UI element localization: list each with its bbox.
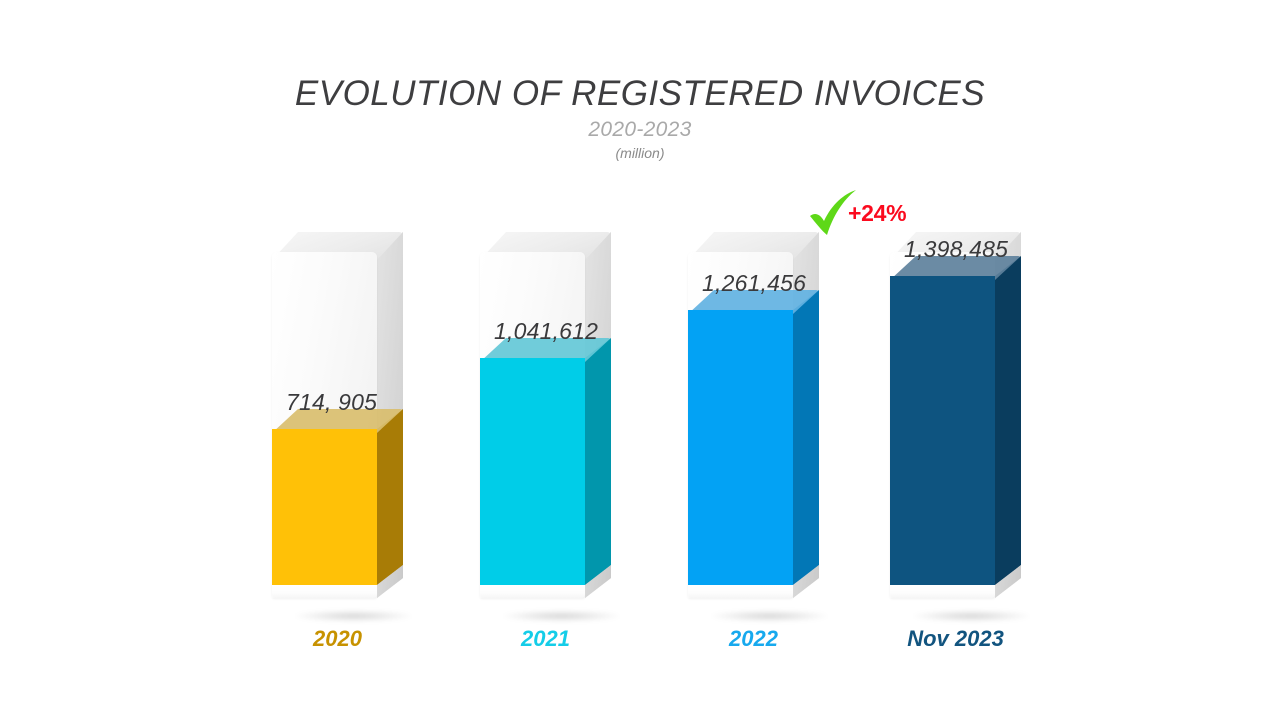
category-label-2021: 2021 (521, 626, 570, 651)
category-label-2022: 2022 (729, 626, 778, 651)
bar-value-label: 714, 905 (286, 389, 378, 415)
bar-fill-side-face (585, 338, 611, 585)
bar-fill (272, 0, 403, 720)
unit-label: (million) (615, 145, 665, 161)
bar-fill (688, 0, 819, 720)
bar-2021[interactable] (480, 0, 621, 720)
bar-2020[interactable] (272, 0, 413, 720)
pedestal-side-face (995, 565, 1021, 598)
bar-fill-front-face (480, 358, 585, 585)
bar-fill-side-face (377, 409, 403, 585)
bar-pedestal (890, 0, 1021, 720)
pedestal-front-face (688, 585, 793, 598)
bar-ground-shadow (710, 610, 829, 622)
bar-pedestal (688, 0, 819, 720)
bar-fill-side-face (995, 256, 1021, 585)
bar-value-label: 1,041,612 (494, 318, 599, 344)
pedestal-front-face (272, 585, 377, 598)
bar-2022[interactable] (688, 0, 829, 720)
green-check-icon (810, 190, 856, 235)
bar-fill (480, 0, 611, 720)
bar-fill-front-face (272, 429, 377, 585)
bar-value-label: 1,398,485 (904, 236, 1009, 262)
bar-ground-shadow (502, 610, 621, 622)
bar-ground-shadow (294, 610, 413, 622)
bar-value-label: 1,261,456 (702, 270, 807, 296)
bar-fill-front-face (890, 276, 995, 585)
bar-fill (890, 0, 1021, 720)
pedestal-side-face (793, 565, 819, 598)
bar-pedestal (480, 0, 611, 720)
growth-annotation: +24% (806, 190, 926, 240)
bar-fill-front-face (688, 310, 793, 585)
page-title: EVOLUTION OF REGISTERED INVOICES (294, 74, 986, 113)
growth-percentage: +24% (848, 200, 907, 226)
page-subtitle: 2020-2023 (588, 118, 692, 141)
bar-ground-shadow (912, 610, 1031, 622)
pedestal-side-face (377, 565, 403, 598)
pedestal-front-face (890, 585, 995, 598)
pedestal-front-face (480, 585, 585, 598)
bar-pedestal (272, 0, 403, 720)
bar-nov-2023[interactable] (890, 0, 1031, 720)
category-label-2020: 2020 (313, 626, 362, 651)
category-label-nov-2023: Nov 2023 (907, 626, 1004, 651)
pedestal-side-face (585, 565, 611, 598)
bar-fill-side-face (793, 290, 819, 585)
